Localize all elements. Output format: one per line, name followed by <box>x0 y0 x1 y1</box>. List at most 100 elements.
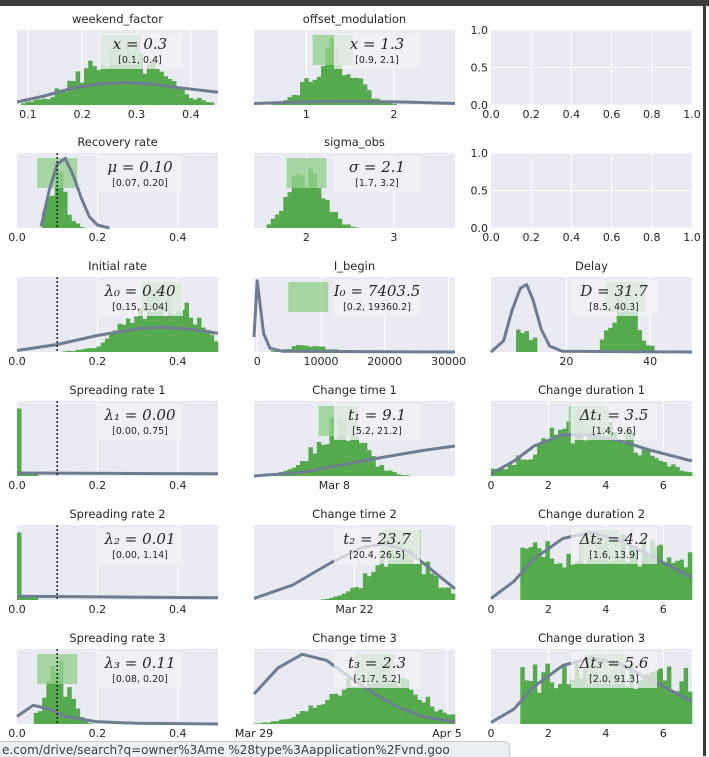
histogram-bar <box>442 587 447 600</box>
credible-interval-label: [1.7, 3.2] <box>355 178 399 189</box>
histogram-bar <box>109 332 114 352</box>
histogram-bar <box>608 327 613 352</box>
histogram-bar <box>362 688 368 724</box>
histogram-bar <box>537 444 542 476</box>
histogram-bar <box>367 90 372 105</box>
histogram-bar <box>88 60 93 105</box>
histogram-bar <box>566 553 571 600</box>
histogram-bar <box>295 174 301 228</box>
histogram-bar <box>329 597 334 600</box>
histogram-bar <box>595 544 601 600</box>
credible-interval-label: [0.07, 0.20] <box>112 178 168 189</box>
histogram-bar <box>321 444 326 476</box>
histogram-bar <box>379 549 385 600</box>
histogram-bar <box>446 587 452 600</box>
panel-title: Change duration 3 <box>538 631 645 645</box>
histogram-bar <box>383 566 389 600</box>
histogram-bar <box>528 547 534 600</box>
panel-spread3: λ₃ = 0.11 [0.08, 0.20] Spreading rate 3 0.0… <box>8 631 219 740</box>
stat-label: μ = 0.10 <box>107 158 173 176</box>
histogram-bar <box>354 686 359 724</box>
panel-offset: x = 1.3 [0.9, 2.1] offset_modulation 1 2 <box>253 12 456 121</box>
histogram-bar <box>37 99 43 105</box>
prior-curve <box>16 471 219 476</box>
histogram-bar <box>337 695 343 724</box>
histogram-bar <box>279 210 284 228</box>
histogram-bar <box>658 668 663 724</box>
x-tick-label: 20 <box>559 355 573 368</box>
histogram-bar <box>155 291 160 352</box>
histogram-bar <box>637 455 643 476</box>
stat-label: λ₂ = 0.01 <box>103 530 175 548</box>
histogram-bar <box>532 337 538 352</box>
histogram-bar <box>341 689 347 724</box>
histogram-bar <box>262 722 267 724</box>
histogram-bar <box>587 661 592 724</box>
histogram-bar <box>71 698 76 724</box>
histogram-bar <box>321 704 326 724</box>
histogram-bar <box>637 566 643 600</box>
histogram-bar <box>679 681 684 724</box>
histogram-bar <box>629 664 634 724</box>
histogram-bar <box>520 333 525 352</box>
histogram-bar <box>587 426 592 476</box>
x-tick-label: 10000 <box>304 355 339 368</box>
histogram-bar <box>404 679 410 724</box>
histogram-bar <box>100 342 106 352</box>
panel-cdur1: Δt₁ = 3.5 [1.4, 9.6] Change duration 1 0 2 4 6 <box>488 383 693 492</box>
histogram-bar <box>545 663 550 724</box>
histogram-bar <box>599 427 605 476</box>
histogram-bar <box>113 41 118 105</box>
histogram-bar <box>616 439 622 476</box>
stat-label: t₃ = 2.3 <box>348 654 406 672</box>
histogram-bar <box>625 562 630 600</box>
x-tick-label: 0.2 <box>522 108 540 121</box>
histogram-bar <box>71 351 76 352</box>
histogram-bar <box>117 323 122 352</box>
histogram-bar <box>545 541 550 600</box>
stat-box <box>97 528 183 564</box>
histogram-bar <box>92 348 97 352</box>
histogram-bar <box>578 678 584 724</box>
histogram-bar <box>633 689 638 724</box>
histogram-bar <box>96 70 102 105</box>
histogram-bar <box>532 454 538 476</box>
histogram-bar <box>337 595 343 600</box>
histogram-bar <box>645 673 651 724</box>
credible-interval-label: [0.1, 0.4] <box>118 55 162 66</box>
histogram-bar <box>591 657 596 724</box>
histogram-bar <box>566 684 571 724</box>
histogram-bar <box>371 572 376 600</box>
histogram-bar <box>33 99 39 105</box>
histogram-bar <box>304 461 309 476</box>
histogram-bar <box>438 709 443 724</box>
histogram-bar <box>421 574 426 600</box>
stat-label: λ₀ = 0.40 <box>103 282 175 300</box>
histogram-bar <box>629 432 634 476</box>
histogram-bar <box>383 102 389 105</box>
panel-title: sigma_obs <box>324 135 385 149</box>
panel-title: Change duration 1 <box>538 383 645 397</box>
x-tick-label: 0.2 <box>73 108 91 121</box>
histogram-bar <box>295 464 301 476</box>
prior-curve <box>16 325 219 352</box>
histogram-bar <box>570 679 576 724</box>
histogram-bar <box>291 176 297 228</box>
histogram-bar <box>308 705 313 724</box>
histogram-bar <box>671 562 676 600</box>
x-tick-label: 0.0 <box>8 603 26 616</box>
x-tick-label: 0.1 <box>19 108 37 121</box>
histogram-bar <box>566 421 571 476</box>
x-tick-label: 0.0 <box>8 355 26 368</box>
histogram-bar <box>608 561 613 600</box>
histogram-bar <box>58 90 64 105</box>
histogram-bar <box>641 340 647 352</box>
histogram-bar <box>300 81 305 105</box>
histogram-bar <box>633 306 638 352</box>
histogram-bar <box>308 81 313 105</box>
histogram-bar <box>591 436 596 476</box>
histogram-bar <box>528 459 534 476</box>
panel-title: Change time 3 <box>312 631 397 645</box>
histogram-bar <box>541 438 546 476</box>
histogram-bar <box>341 419 347 476</box>
